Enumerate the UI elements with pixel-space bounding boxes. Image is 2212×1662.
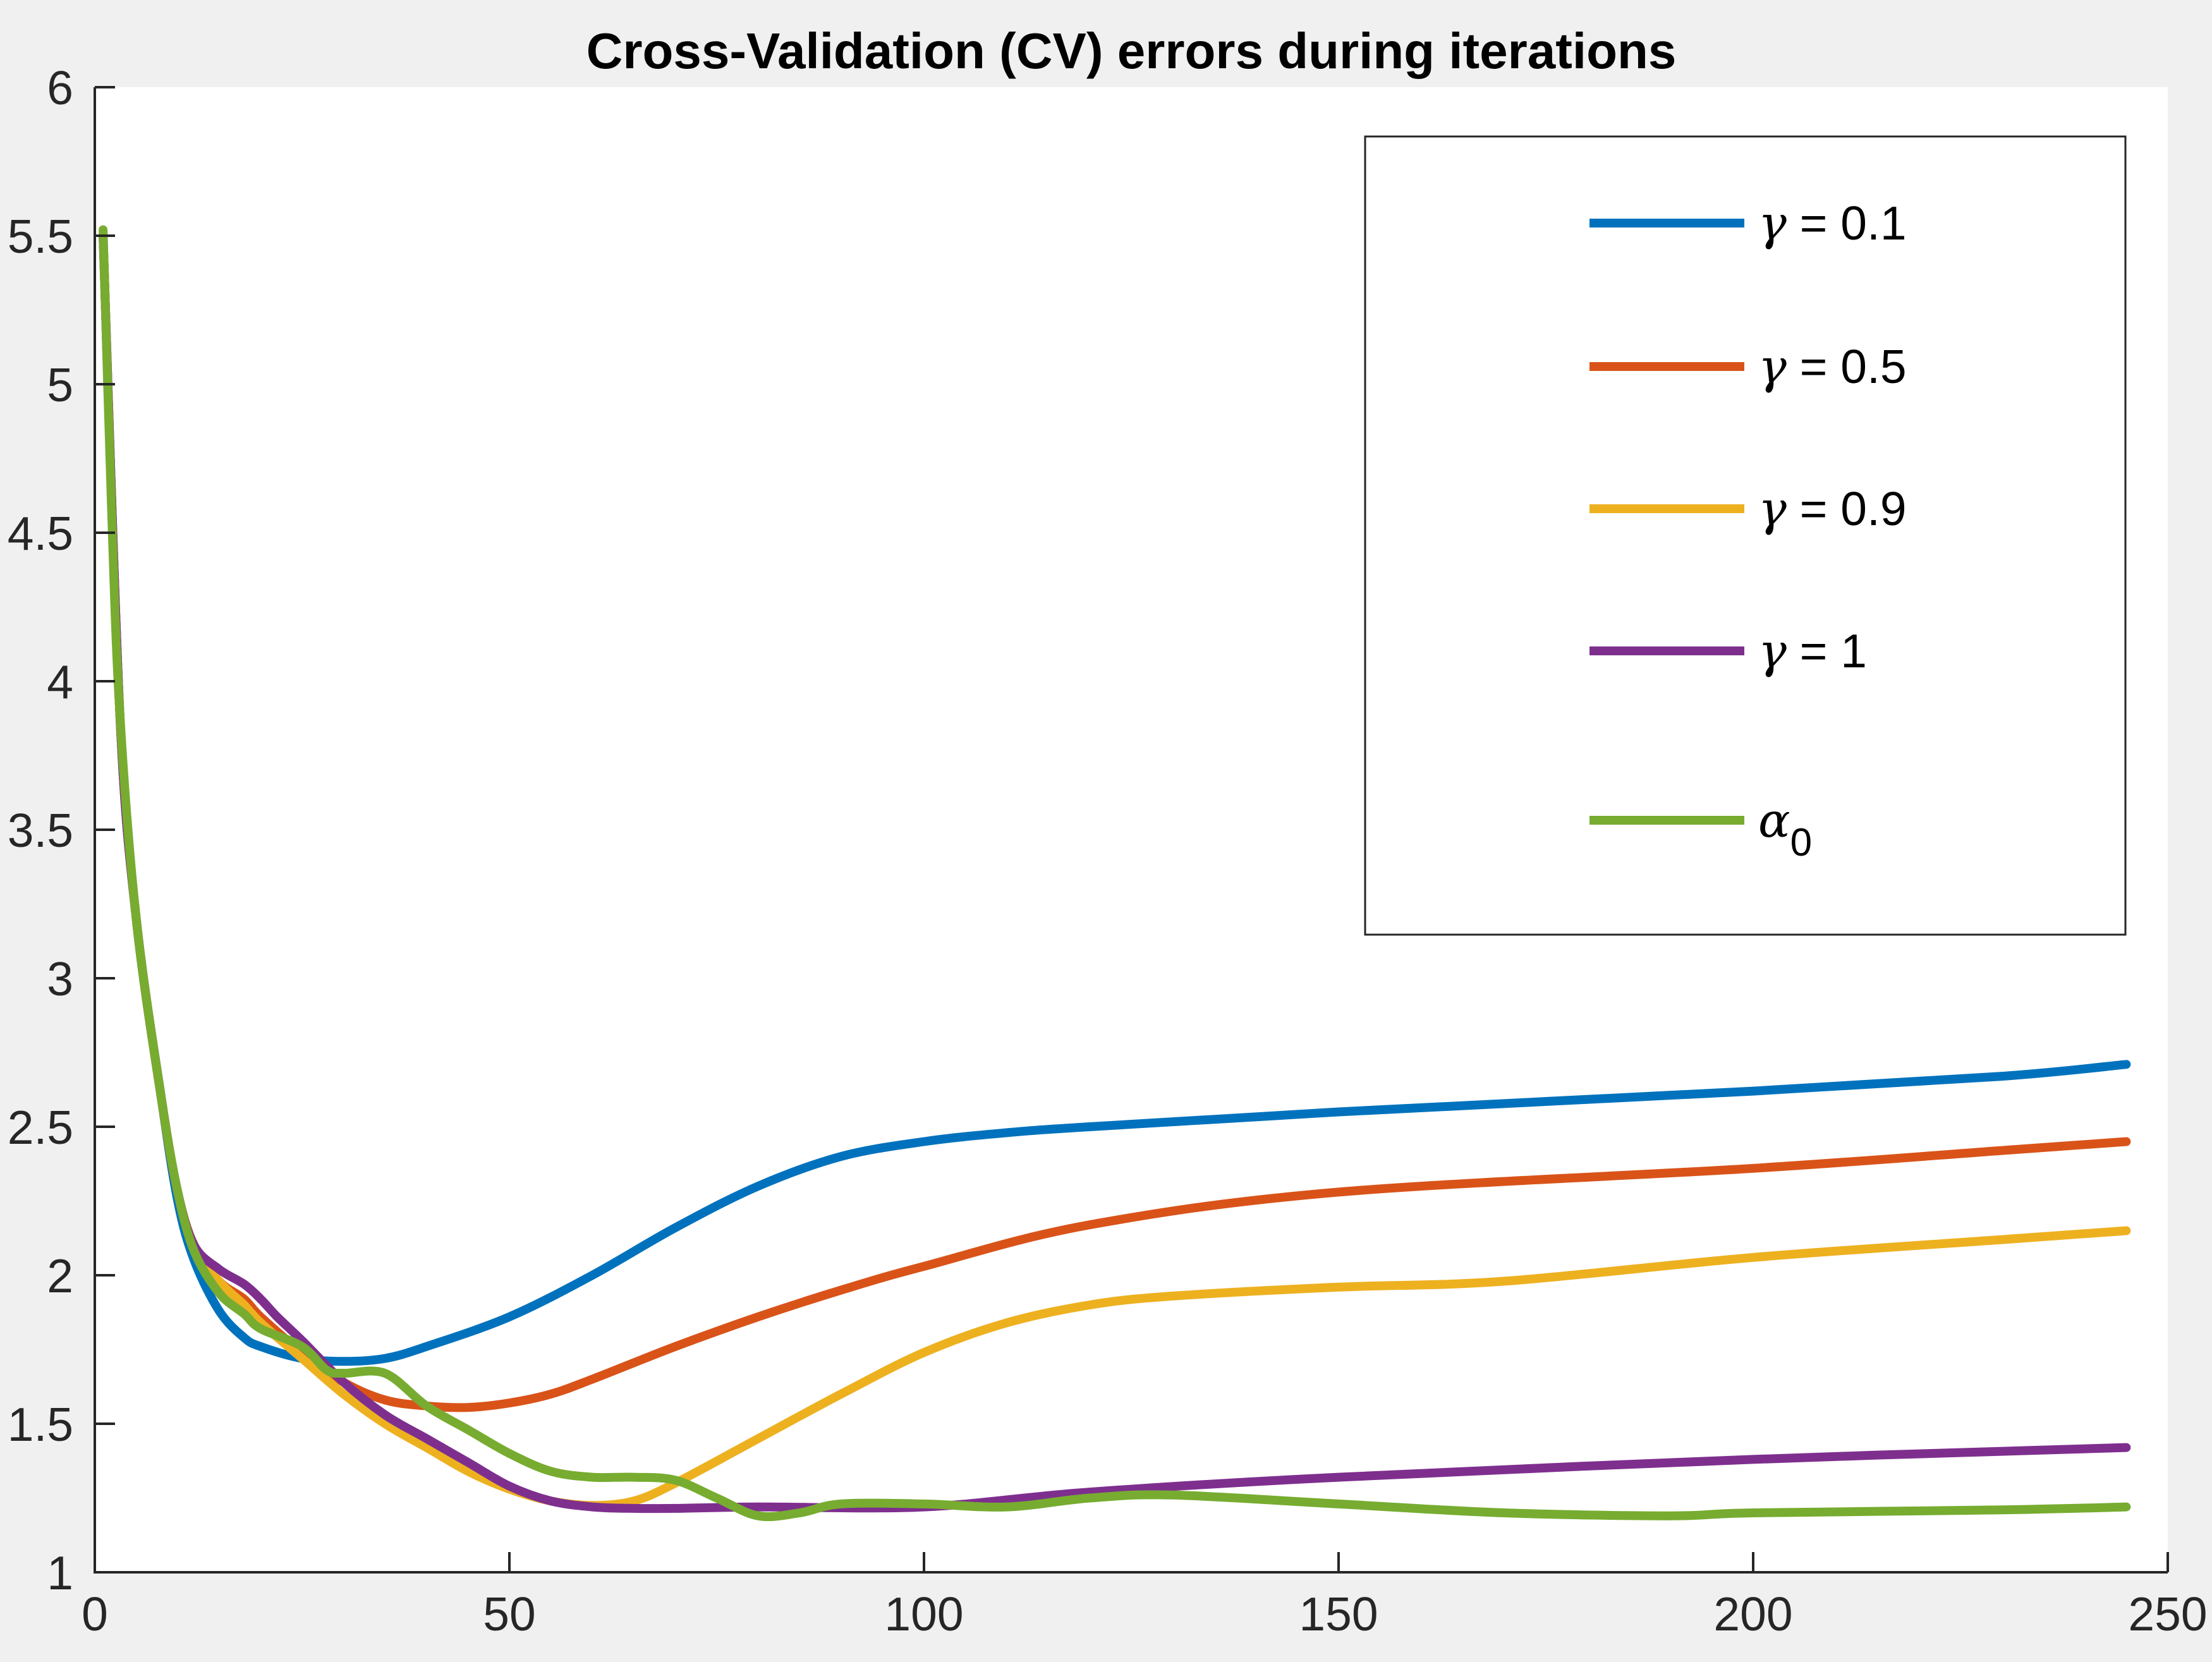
x-tick-label: 150	[1299, 1587, 1378, 1641]
y-tick-label: 2	[47, 1249, 73, 1302]
chart-title: Cross-Validation (CV) errors during iter…	[586, 23, 1677, 79]
x-tick-label: 50	[483, 1587, 535, 1641]
y-tick-label: 5.5	[8, 210, 73, 263]
y-tick-label: 5	[47, 358, 73, 411]
legend-label-2: γ = 0.5	[1758, 339, 1907, 394]
y-tick-label: 2.5	[8, 1101, 73, 1154]
x-tick-label: 250	[2128, 1587, 2207, 1641]
y-tick-label: 1	[47, 1546, 73, 1599]
legend: γ = 0.1γ = 0.5γ = 0.9γ = 1α0	[1364, 135, 2127, 936]
x-tick-label: 0	[82, 1587, 108, 1641]
y-tick-label: 3.5	[8, 804, 73, 857]
y-tick-label: 4	[47, 655, 73, 708]
legend-subscript: 0	[1790, 821, 1812, 864]
legend-label-3: γ = 0.9	[1758, 481, 1907, 537]
y-tick-label: 6	[47, 61, 73, 114]
legend-symbol: γ	[1758, 339, 1787, 394]
y-tick-label: 3	[47, 952, 73, 1005]
legend-symbol: α	[1758, 792, 1790, 848]
legend-symbol: γ	[1758, 195, 1787, 251]
y-tick-label: 4.5	[8, 507, 73, 560]
y-tick-label: 1.5	[8, 1398, 73, 1451]
x-tick-label: 100	[884, 1587, 963, 1641]
series-layer	[99, 225, 2131, 1522]
legend-value: = 1	[1787, 624, 1867, 677]
legend-symbol: γ	[1758, 623, 1787, 679]
legend-label-1: γ = 0.1	[1758, 195, 1907, 251]
ticks-layer: 0 50 100 150 200 250 1 1.5 2 2.5 3 3.5 4 4.5 5 5.5 6	[8, 61, 2208, 1641]
x-tick-label: 200	[1713, 1587, 1792, 1641]
legend-value: = 0.9	[1787, 482, 1907, 535]
series-line-5	[99, 225, 2131, 1522]
legend-value: = 0.5	[1787, 340, 1907, 393]
legend-label-5: α0	[1758, 792, 1812, 864]
legend-value: = 0.1	[1787, 197, 1907, 250]
legend-box	[1364, 135, 2127, 936]
legend-label-4: γ = 1	[1758, 623, 1867, 679]
legend-symbol: γ	[1758, 481, 1787, 537]
